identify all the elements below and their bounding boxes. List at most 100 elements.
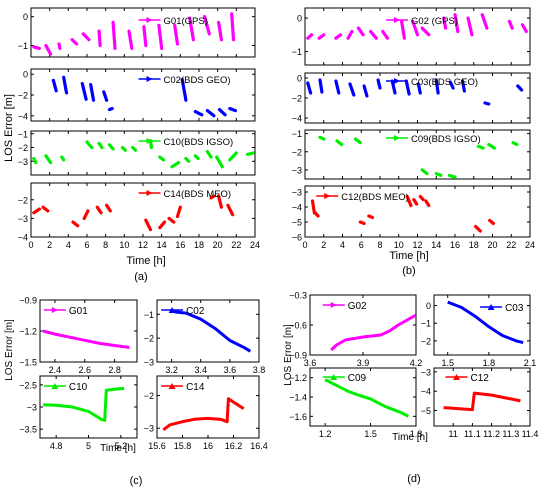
legend-label: C09 (348, 373, 367, 384)
y-tick-label: −5 (292, 218, 302, 228)
series-segment (466, 16, 474, 37)
panel-d-xlabel: Time [h] (392, 432, 428, 443)
axes-frame (304, 185, 531, 238)
x-tick-label: 20 (487, 240, 497, 250)
series-segment (188, 16, 195, 42)
panel-c-ylabel: LOS Error [m] (4, 319, 15, 381)
subplot-d-2: −1.2 −1.4 −1.6 1.2 1.5 1.8 C09 (289, 367, 422, 439)
y-tick-label: −5 (421, 406, 431, 416)
subplot-a-0: 0 −1 G01(GPS) (18, 7, 256, 58)
series-segment (405, 194, 413, 208)
x-tick-label: 8 (377, 240, 382, 250)
series-segment (511, 141, 519, 147)
series-line (324, 378, 410, 418)
series-segment (354, 137, 362, 145)
x-tick-label: 11.4 (522, 429, 539, 439)
y-tick-label: −2.5 (19, 380, 37, 390)
series-segment (317, 33, 326, 40)
legend-label: C09(BDS IGSO) (411, 134, 481, 145)
series-segment (131, 145, 138, 152)
series-segment (71, 220, 80, 228)
series-segment (369, 29, 378, 40)
y-tick-label: −2 (18, 195, 28, 205)
y-tick-label: −3 (292, 188, 302, 198)
legend-marker (168, 383, 176, 389)
legend-marker (330, 374, 338, 380)
y-tick-label: −3 (18, 214, 28, 224)
legend-label: G02 (GPS) (411, 16, 458, 27)
y-tick-label: −1 (421, 319, 431, 329)
series-segment (404, 79, 411, 96)
x-tick-label: 2 (321, 240, 326, 250)
y-tick-label: −2 (18, 91, 28, 101)
axes-frame (433, 294, 531, 356)
series-segment (107, 106, 114, 112)
x-tick-label: 12 (138, 240, 148, 250)
series-segment (226, 203, 235, 217)
panel-letter-c: (c) (130, 475, 143, 487)
series-segment (158, 220, 167, 230)
panel-letter-d: (d) (407, 473, 420, 485)
x-tick-label: 16.4 (250, 441, 268, 451)
x-tick-label: 22 (506, 240, 516, 250)
axes-frame (304, 7, 531, 66)
y-tick-label: −4 (18, 233, 28, 243)
x-tick-label: 14 (157, 240, 167, 250)
subplot-c-2: −2.5 −3 −3.5 4.8 5 5.2 C10 (19, 375, 138, 451)
series-segment (62, 75, 69, 95)
legend-marker (330, 302, 337, 308)
series-segment (474, 224, 482, 233)
series-segment (142, 25, 148, 48)
y-tick-label: −1.4 (289, 393, 307, 403)
y-tick-label: −4 (421, 387, 431, 397)
series-line (447, 300, 524, 345)
legend-label: C14(BDS MEO) (164, 189, 232, 200)
series-segment (228, 106, 237, 113)
legend-label: C03(BDS GEO) (411, 77, 478, 88)
series-segment (318, 78, 324, 94)
legend-label: G02 (348, 301, 367, 312)
y-tick-label: −1 (292, 129, 302, 139)
series-segment (32, 45, 42, 51)
data-layer (32, 139, 255, 169)
x-tick-label: 10 (394, 240, 404, 250)
series-line (42, 329, 130, 349)
subplot-c-1: −1 −2 −3 3.2 3.4 3.6 3.8 C02 (144, 299, 265, 375)
y-tick-label: −1 (18, 41, 28, 51)
x-tick-label: 11.3 (502, 429, 519, 439)
x-tick-label: 14 (431, 240, 441, 250)
series-segment (167, 216, 176, 224)
series-segment (313, 211, 320, 218)
series-segment (217, 107, 227, 117)
x-tick-label: 2 (47, 240, 52, 250)
subplot-b-1: 0 −2 −4 C03(BDS GEO) (292, 72, 531, 124)
panel-c-xlabel: Time [h] (100, 443, 136, 454)
y-tick-label: −0.9 (289, 351, 307, 361)
series-segment (434, 78, 440, 95)
series-segment (442, 16, 448, 30)
series-segment (217, 20, 223, 42)
y-tick-label: 0 (297, 14, 302, 24)
series-segment (97, 29, 102, 48)
y-tick-label: −3 (27, 403, 37, 413)
series-segment (175, 205, 182, 219)
series-line (174, 310, 252, 353)
y-tick-label: −3 (144, 424, 154, 434)
series-segment (453, 13, 460, 34)
series-segment (424, 199, 431, 208)
plot-area: 0 −1 G01(GPS) 0 −2 −4 C02(BDS GEO) −1 −2 −3 C10(BD… (18, 7, 539, 451)
subplot-a-2: −1 −2 −3 C10(BDS IGSO) (18, 129, 256, 176)
legend-label: G01(GPS) (164, 16, 208, 27)
series-segment (367, 214, 375, 220)
subplot-a-1: 0 −2 −4 C02(BDS GEO) (18, 68, 256, 122)
series-segment (310, 199, 316, 215)
y-tick-label: −3 (421, 367, 431, 377)
x-tick-label: 2.4 (49, 365, 62, 375)
series-segment (209, 194, 216, 200)
legend-marker (394, 17, 400, 23)
y-tick-label: −1.5 (19, 358, 37, 368)
data-layer (447, 300, 524, 345)
x-tick-label: 3.4 (194, 365, 207, 375)
data-layer (51, 75, 237, 118)
